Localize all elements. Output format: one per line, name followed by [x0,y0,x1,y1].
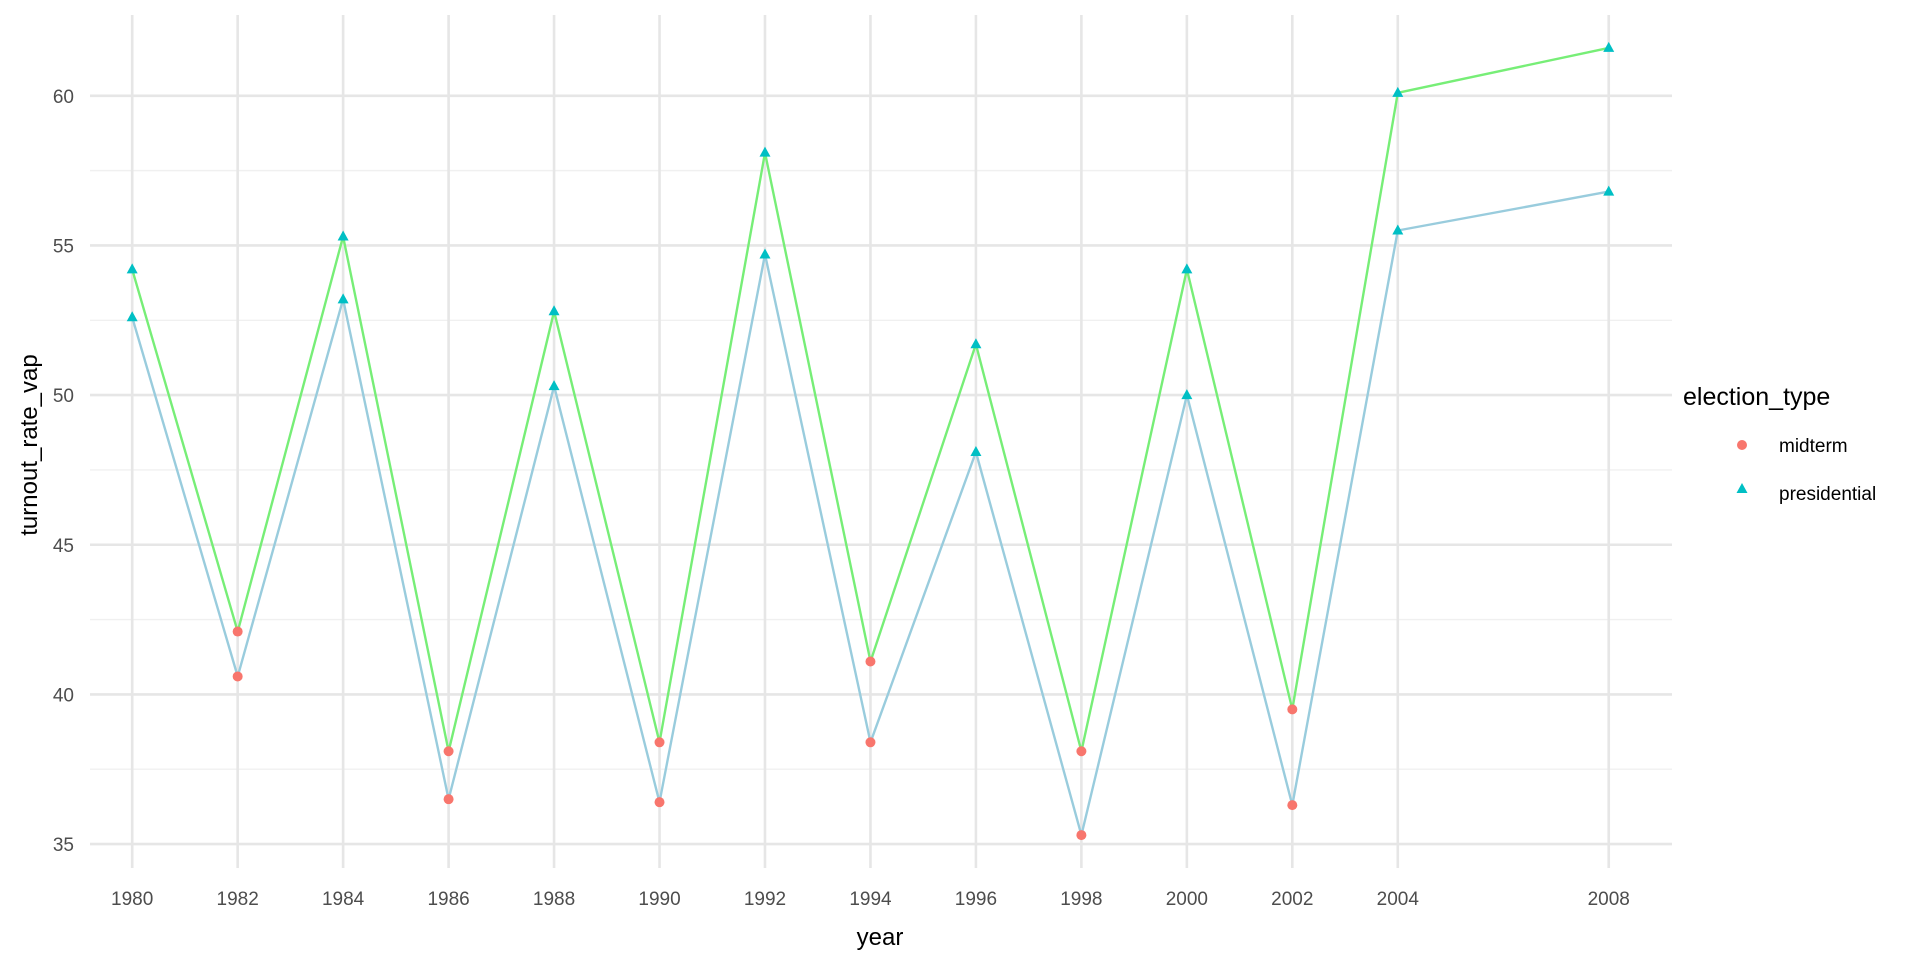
x-tick-label: 1994 [849,889,892,910]
legend-label-midterm: midterm [1779,436,1848,457]
gridlines [90,15,1672,868]
data-point-presidential [126,311,138,322]
data-point-midterm [443,794,454,805]
y-tick-label: 55 [53,236,74,257]
data-points [126,41,1615,841]
data-point-midterm [232,671,243,682]
x-tick-label: 1996 [955,889,997,910]
data-point-presidential [1603,185,1615,196]
data-point-midterm [865,656,876,667]
series-line-2 [131,190,1609,837]
data-point-midterm [1076,830,1087,841]
legend-key-presidential [1736,483,1748,493]
data-point-presidential [1392,86,1404,97]
x-tick-label: 1992 [744,889,786,910]
y-axis-title: turnout_rate_vap [16,354,43,535]
data-point-presidential [1181,389,1193,400]
legend: election_type midterm presidential [1683,383,1876,505]
data-point-presidential [337,230,349,241]
x-tick-label: 2000 [1166,889,1208,910]
series-line-1 [131,46,1609,753]
data-point-presidential [1181,263,1193,274]
data-point-midterm [232,626,243,637]
data-point-midterm [865,737,876,748]
data-point-midterm [654,797,665,808]
legend-key-midterm [1737,440,1747,450]
y-tick-labels: 35 40 45 50 55 60 [53,87,74,856]
y-tick-label: 60 [53,87,74,108]
x-tick-label: 1986 [427,889,469,910]
series-lines [131,46,1609,837]
y-tick-label: 40 [53,685,74,706]
x-tick-labels: 1980 1982 1984 1986 1988 1990 1992 1994 1996 1998… [111,889,1630,910]
data-point-presidential [970,445,982,456]
x-tick-label: 2002 [1271,889,1313,910]
x-tick-label: 1990 [638,889,680,910]
data-point-midterm [1287,800,1298,811]
data-point-presidential [1603,41,1615,52]
x-tick-label: 2004 [1377,889,1420,910]
data-point-presidential [970,338,982,349]
y-tick-label: 50 [53,386,74,407]
x-tick-label: 1984 [322,889,365,910]
x-tick-label: 1988 [533,889,575,910]
x-tick-label: 1982 [217,889,259,910]
data-point-midterm [654,737,665,748]
data-point-presidential [337,293,349,304]
x-tick-label: 1998 [1060,889,1102,910]
data-point-midterm [443,746,454,757]
legend-label-presidential: presidential [1779,484,1876,505]
y-tick-label: 35 [53,835,74,856]
data-point-presidential [1392,224,1404,235]
data-point-presidential [759,248,771,259]
data-point-midterm [1076,746,1087,757]
x-axis-title: year [857,924,904,951]
data-point-presidential [548,305,560,316]
data-point-presidential [548,380,560,391]
data-point-presidential [126,263,138,274]
legend-title: election_type [1683,383,1830,411]
x-tick-label: 2008 [1588,889,1630,910]
x-tick-label: 1980 [111,889,153,910]
data-point-presidential [759,146,771,157]
y-tick-label: 45 [53,536,74,557]
data-point-midterm [1287,704,1298,715]
